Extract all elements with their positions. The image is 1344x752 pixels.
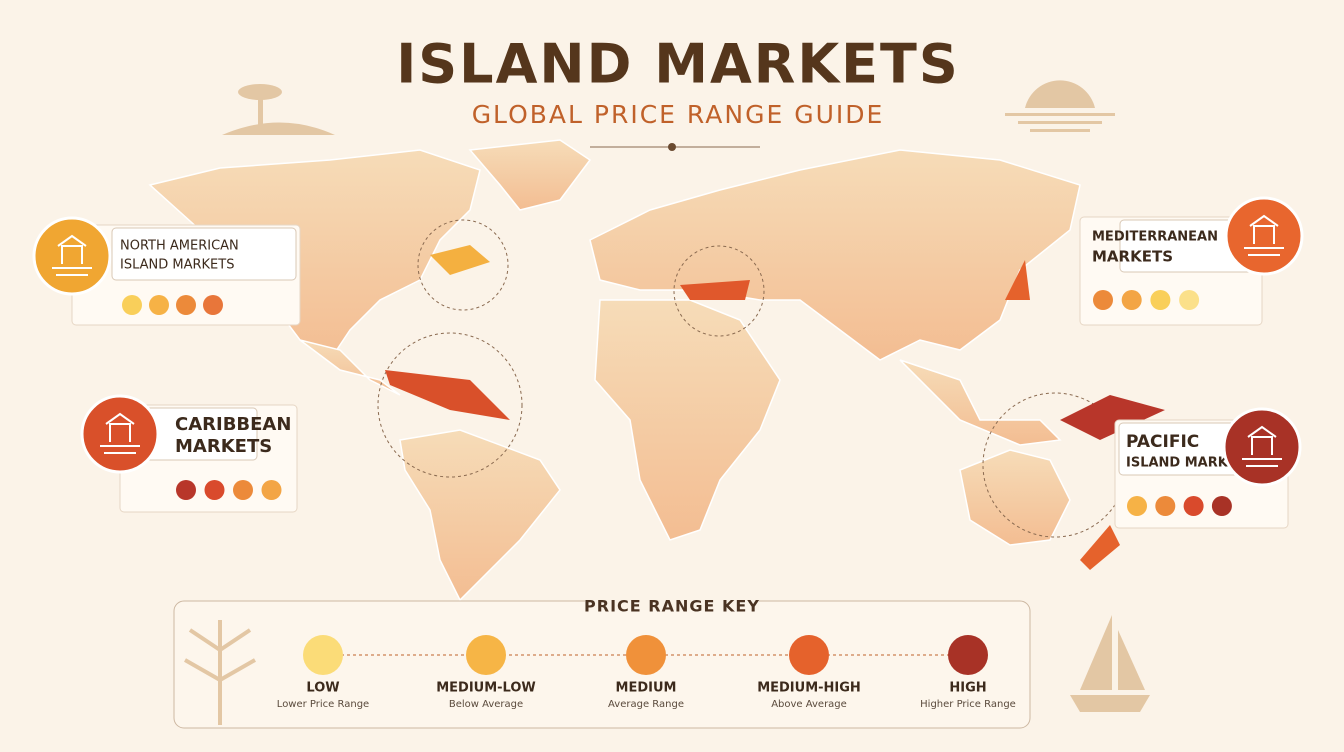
region-icon-glyph	[100, 412, 140, 454]
price-dot	[149, 295, 169, 315]
key-label: MEDIUM	[616, 681, 677, 696]
region-label-box	[111, 227, 297, 281]
price-dot	[233, 480, 253, 500]
price-dot	[1093, 290, 1113, 310]
region-label: MARKETS	[175, 436, 272, 457]
price-dot	[1179, 290, 1200, 310]
price-dot	[1121, 290, 1142, 310]
price-dot	[261, 480, 282, 500]
region-icon	[80, 394, 160, 474]
key-title-bg	[585, 596, 759, 610]
decor-palm	[222, 84, 335, 135]
region-icon	[1222, 407, 1302, 487]
title: ISLAND MARKETS	[396, 33, 960, 96]
region-icon-glyph	[1242, 425, 1282, 467]
key-label: MEDIUM-HIGH	[757, 681, 861, 696]
key-sub: Average Range	[608, 699, 684, 710]
region-label: ISLAND MARKETS	[1126, 456, 1255, 471]
price-dot	[203, 295, 223, 315]
world-map	[148, 139, 1081, 602]
region-icon	[1224, 196, 1304, 276]
key-swatch	[789, 635, 829, 675]
key-sub: Lower Price Range	[277, 699, 369, 710]
region-label: CARIBBEAN	[175, 414, 291, 435]
price-dot	[122, 295, 142, 315]
region-label: NORTH AMERICAN	[120, 239, 239, 254]
key-title: PRICE RANGE KEY	[584, 597, 760, 616]
island-highlights	[385, 245, 1165, 570]
subtitle: GLOBAL PRICE RANGE GUIDE	[472, 100, 885, 129]
price-dot	[176, 480, 196, 500]
decor-boat	[1070, 615, 1150, 712]
key-label: LOW	[306, 681, 339, 696]
region-label: PACIFIC	[1126, 432, 1199, 452]
key-swatch	[626, 635, 666, 675]
key-swatch	[466, 635, 506, 675]
key-items: LOW Lower Price Range MEDIUM-LOW Below Aver…	[277, 635, 1016, 710]
price-dot	[1155, 496, 1176, 516]
key-sub: Below Average	[449, 699, 523, 710]
region-label: MARKETS	[1092, 248, 1173, 266]
key-swatch	[303, 635, 343, 675]
price-dot	[204, 480, 225, 500]
key-label: HIGH	[949, 681, 986, 696]
key-sub: Above Average	[771, 699, 847, 710]
key-sub: Higher Price Range	[920, 699, 1016, 710]
price-dot	[1211, 496, 1232, 516]
decor-leaf	[184, 620, 256, 725]
price-dot	[1150, 290, 1171, 310]
key-label: MEDIUM-LOW	[436, 681, 536, 696]
region-icon-glyph	[52, 234, 92, 276]
decor-sun	[1005, 80, 1115, 132]
region-icon	[32, 216, 112, 296]
region-label: MEDITERRANEAN	[1092, 230, 1218, 245]
divider-dot	[668, 143, 676, 151]
price-dot	[176, 295, 196, 315]
region-icon-glyph	[1244, 214, 1284, 256]
price-dot	[1183, 496, 1204, 516]
price-dot	[1127, 496, 1147, 516]
region-label: ISLAND MARKETS	[120, 258, 234, 273]
key-swatch	[948, 635, 988, 675]
